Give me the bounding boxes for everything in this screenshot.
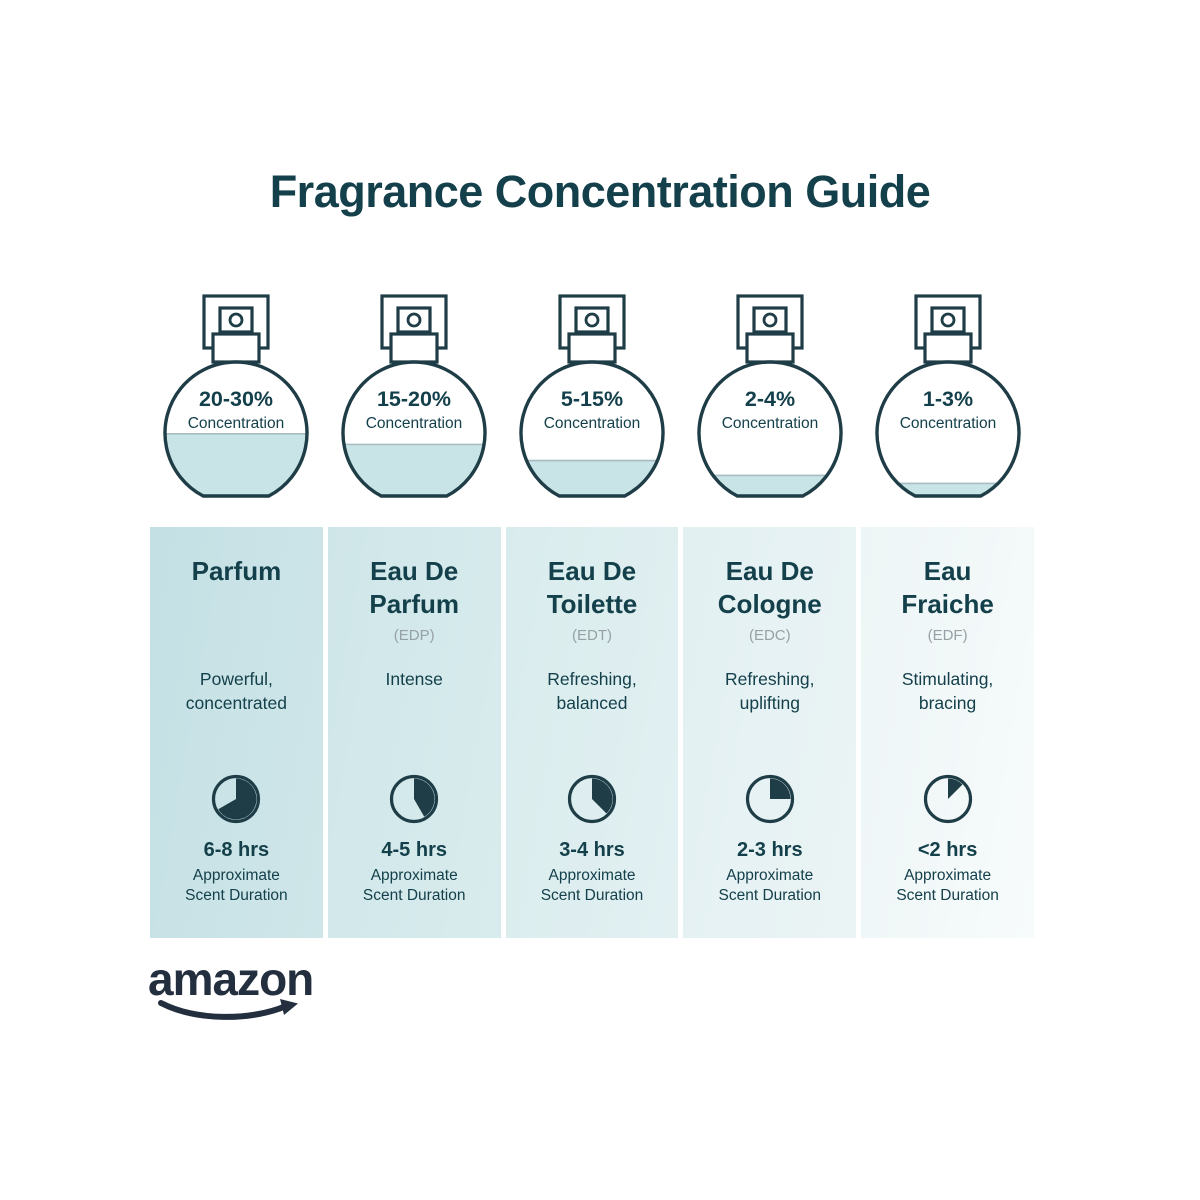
scent-duration-label-line1: Approximate <box>726 867 814 884</box>
fragrance-description-line1: Refreshing, <box>725 669 815 689</box>
fragrance-name-line1: Eau De <box>725 556 814 586</box>
fragrance-abbreviation: (EDP) <box>393 627 435 644</box>
page-title: Fragrance Concentration Guide <box>269 166 931 217</box>
bottle-collar-icon <box>922 332 973 364</box>
scent-duration-value: 4-5 hrs <box>381 839 447 861</box>
bottle-nozzle-icon <box>752 306 788 334</box>
scent-duration-label-line1: Approximate <box>370 867 458 884</box>
fragrance-column: Eau Fraiche (EDF) Stimulating, bracing <… <box>861 527 1034 938</box>
bottle-nozzle-hole-icon <box>762 312 778 328</box>
bottle-body-icon <box>876 361 1019 496</box>
fragrance-description-line2: uplifting <box>739 693 800 713</box>
scent-duration-value: 6-8 hrs <box>203 839 270 861</box>
bottle-nozzle-icon <box>929 306 966 334</box>
fragrance-description-line1: Refreshing, <box>547 669 637 689</box>
fragrance-abbreviation: (EDF) <box>927 627 968 644</box>
fragrance-name: Eau De Toilette (EDT) <box>506 555 679 667</box>
fragrance-name-line2: Fraiche <box>901 589 994 619</box>
fragrance-description: Intense <box>328 667 501 773</box>
fragrance-description-line2: balanced <box>556 693 628 713</box>
perfume-bottle: 5-15% Concentration <box>506 290 679 505</box>
bottle-collar-icon <box>745 332 795 364</box>
fragrance-column: Parfum Powerful, concentrated 6-8 hrs Ap… <box>150 527 323 938</box>
fragrance-description: Refreshing, uplifting <box>683 667 856 773</box>
scent-duration-value: <2 hrs <box>917 839 978 861</box>
bottle-nozzle-hole-icon <box>228 312 244 328</box>
bottle-concentration-label: Concentration <box>899 415 996 432</box>
fragrance-abbreviation: (EDT) <box>571 627 612 644</box>
perfume-bottle: 1-3% Concentration <box>861 290 1034 505</box>
amazon-logo: amazon <box>148 953 314 1025</box>
fragrance-name: Eau De Parfum (EDP) <box>328 555 501 667</box>
bottle-nozzle-icon <box>396 306 432 334</box>
fragrance-description: Stimulating, bracing <box>861 667 1034 773</box>
fragrance-column: Eau De Toilette (EDT) Refreshing, balanc… <box>505 527 679 938</box>
clock-icon <box>923 774 972 824</box>
bottle-concentration-value: 5-15% <box>561 387 623 411</box>
bottle-nozzle-icon <box>218 306 254 334</box>
concentration-table: Parfum Powerful, concentrated 6-8 hrs Ap… <box>150 527 1034 938</box>
scent-duration-label-line2: Scent Duration <box>896 886 999 904</box>
bottle-nozzle-hole-icon <box>940 312 955 328</box>
fragrance-description-line1: Stimulating, <box>901 669 994 689</box>
fragrance-abbreviation: (EDC) <box>748 627 791 644</box>
bottle-concentration-label: Concentration <box>544 415 641 432</box>
bottle-concentration-value: 20-30% <box>199 387 273 411</box>
fragrance-description-line1: Intense <box>385 669 443 689</box>
bottles-row: 20-30% Concentration 15-20% Concentratio… <box>150 290 1034 505</box>
bottle-nozzle-hole-icon <box>584 312 600 328</box>
fragrance-name-line1: Parfum <box>191 556 282 586</box>
clock-icon <box>745 774 794 824</box>
bottle-concentration-label: Concentration <box>722 415 819 432</box>
bottle-concentration-value: 1-3% <box>922 387 972 411</box>
fragrance-description-line2: concentrated <box>185 693 287 713</box>
bottle-concentration-value: 15-20% <box>377 387 451 411</box>
fragrance-name-line2: Cologne <box>717 589 822 619</box>
bottle-concentration-label: Concentration <box>366 415 463 432</box>
scent-duration-label-line2: Scent Duration <box>718 886 822 904</box>
clock-icon <box>567 774 617 824</box>
bottle-collar-icon <box>389 332 439 364</box>
bottle-body-icon <box>698 361 841 496</box>
scent-duration-label-line2: Scent Duration <box>540 886 644 904</box>
amazon-logo-text: amazon <box>148 953 314 1005</box>
bottle-nozzle-icon <box>574 306 610 334</box>
fragrance-column: Eau De Parfum (EDP) Intense 4-5 hrs Appr… <box>327 527 501 938</box>
bottle-collar-icon <box>567 332 617 364</box>
fragrance-name-line2: Parfum <box>369 589 459 619</box>
bottle-liquid-fill <box>165 433 308 497</box>
fragrance-column: Eau De Cologne (EDC) Refreshing, uplifti… <box>683 527 857 938</box>
bottle-liquid-fill <box>876 482 1019 497</box>
scent-duration-label-line2: Scent Duration <box>185 886 288 904</box>
fragrance-description-line2: bracing <box>918 693 977 713</box>
fragrance-description-line1: Powerful, <box>199 669 273 689</box>
scent-duration-label-line2: Scent Duration <box>362 886 466 904</box>
bottle-collar-icon <box>211 332 261 364</box>
bottle-liquid-fill <box>343 443 486 497</box>
fragrance-name-line1: Eau De <box>547 556 637 586</box>
clock-icon <box>390 774 439 824</box>
scent-duration-value: 3-4 hrs <box>559 839 625 861</box>
scent-duration-label-line1: Approximate <box>548 867 636 884</box>
clock-icon <box>212 774 261 824</box>
fragrance-name-line1: Eau De <box>370 556 459 586</box>
scent-duration-label-line1: Approximate <box>904 867 992 884</box>
perfume-bottle: 15-20% Concentration <box>328 290 501 505</box>
perfume-bottle: 20-30% Concentration <box>150 290 323 505</box>
fragrance-description: Refreshing, balanced <box>506 667 679 773</box>
scent-duration-value: 2-3 hrs <box>736 839 803 861</box>
bottle-concentration-label: Concentration <box>188 415 285 432</box>
fragrance-name: Eau Fraiche (EDF) <box>861 555 1034 667</box>
bottle-concentration-value: 2-4% <box>745 387 795 411</box>
bottle-liquid-fill <box>698 474 841 497</box>
bottle-nozzle-hole-icon <box>406 312 422 328</box>
fragrance-name: Parfum <box>150 555 323 667</box>
fragrance-description: Powerful, concentrated <box>150 667 323 773</box>
perfume-bottle: 2-4% Concentration <box>683 290 856 505</box>
fragrance-name-line1: Eau <box>923 556 972 586</box>
scent-duration-label-line1: Approximate <box>192 867 280 884</box>
fragrance-name-line2: Toilette <box>546 589 638 619</box>
fragrance-name: Eau De Cologne (EDC) <box>683 555 856 667</box>
amazon-smile-icon <box>158 999 298 1020</box>
